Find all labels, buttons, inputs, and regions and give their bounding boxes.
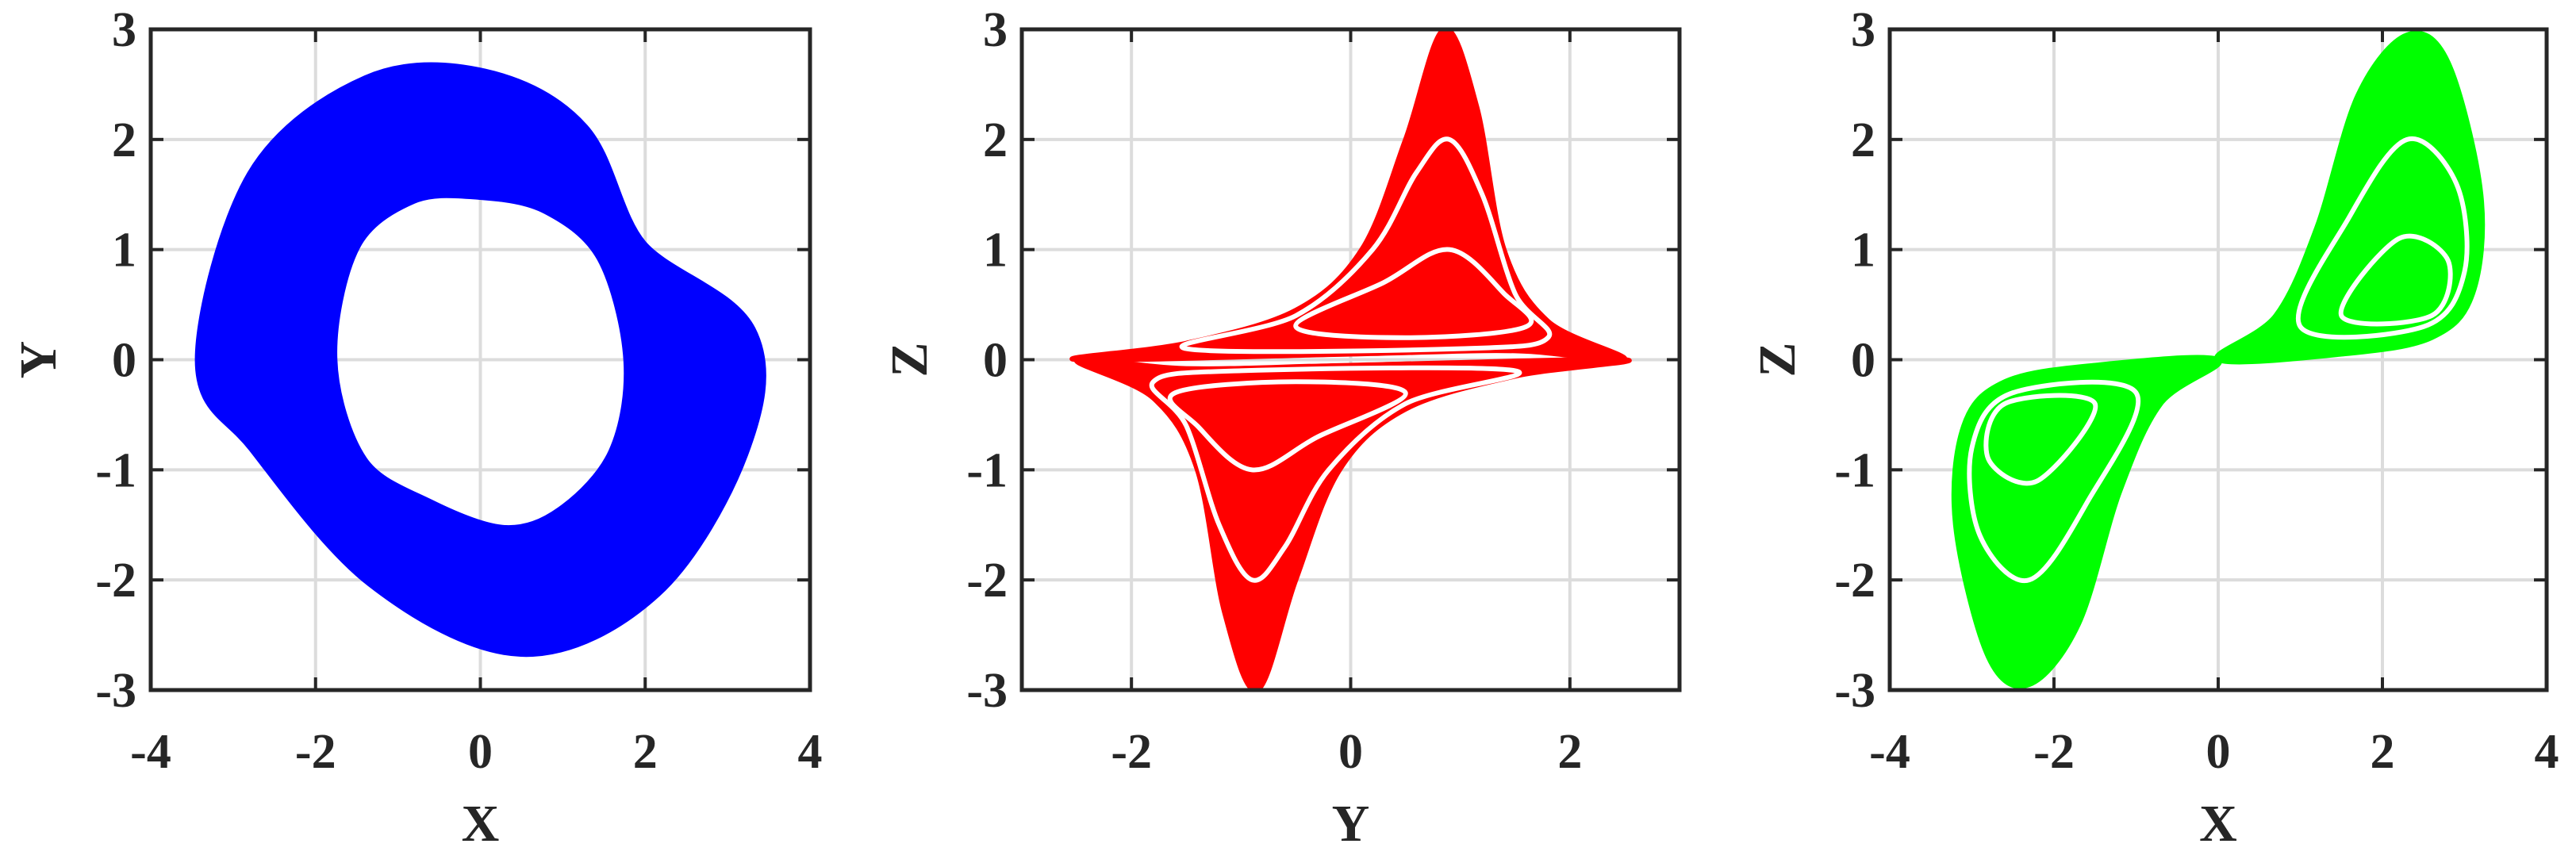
trajectory: [1293, 247, 1534, 340]
x-tick-label: 0: [2206, 725, 2231, 779]
y-tick-label: 3: [983, 3, 1008, 57]
x-tick-label: 2: [2371, 725, 2395, 779]
y-axis-label: Y: [10, 341, 67, 379]
y-tick-label: -3: [966, 664, 1008, 718]
trajectory: [1149, 365, 1522, 583]
trajectory: [1179, 136, 1553, 355]
y-tick-label: -2: [95, 554, 136, 608]
trajectory: [1069, 29, 1627, 363]
axes-box: [1019, 27, 1682, 692]
x-tick-label: 0: [1338, 725, 1363, 779]
trajectory: [294, 154, 668, 569]
plot-area: [1069, 29, 1632, 690]
plot-area: [1951, 30, 2486, 689]
y-tick-label: 2: [983, 113, 1008, 167]
x-axis-label: Y: [1332, 795, 1370, 853]
trajectory: [2214, 30, 2486, 365]
x-axis-label: X: [462, 795, 500, 853]
y-axis-label: Z: [1749, 342, 1806, 377]
x-tick-label: 4: [2535, 725, 2559, 779]
trajectory: [2295, 136, 2470, 340]
x-tick-label: -2: [1111, 725, 1152, 779]
y-tick-label: 1: [983, 224, 1008, 278]
axes-box: [1887, 27, 2549, 692]
y-tick-label: 2: [1851, 113, 1875, 167]
trajectory: [1951, 355, 2222, 689]
trajectory: [1983, 393, 2098, 486]
trajectory: [1074, 356, 1632, 690]
y-tick-label: -2: [1834, 554, 1875, 608]
x-tick-label: -4: [130, 725, 171, 779]
y-tick-label: -1: [95, 443, 136, 497]
trajectory: [2338, 233, 2453, 327]
y-tick-label: 2: [112, 113, 136, 167]
y-tick-label: 3: [112, 3, 136, 57]
y-tick-label: 1: [112, 224, 136, 278]
y-tick-label: -1: [1834, 443, 1875, 497]
y-axis-label: Z: [881, 342, 939, 377]
y-tick-label: 0: [1851, 334, 1875, 388]
x-tick-label: 0: [468, 725, 493, 779]
trajectory: [1967, 379, 2141, 584]
x-axis-label: X: [2199, 795, 2237, 853]
y-tick-label: 0: [983, 334, 1008, 388]
y-tick-label: -3: [95, 664, 136, 718]
y-tick-label: 1: [1851, 224, 1875, 278]
y-tick-label: -1: [966, 443, 1008, 497]
x-tick-label: -2: [295, 725, 336, 779]
y-tick-label: 0: [112, 334, 136, 388]
plot-area: [194, 62, 766, 658]
x-tick-label: 4: [798, 725, 823, 779]
x-tick-label: 2: [1557, 725, 1582, 779]
y-tick-label: -3: [1834, 664, 1875, 718]
y-tick-label: -2: [966, 554, 1008, 608]
x-tick-label: -2: [2033, 725, 2075, 779]
x-tick-label: -4: [1869, 725, 1910, 779]
trajectory: [1167, 379, 1408, 473]
axes-box: [148, 27, 812, 692]
y-tick-label: 3: [1851, 3, 1875, 57]
x-tick-label: 2: [633, 725, 658, 779]
